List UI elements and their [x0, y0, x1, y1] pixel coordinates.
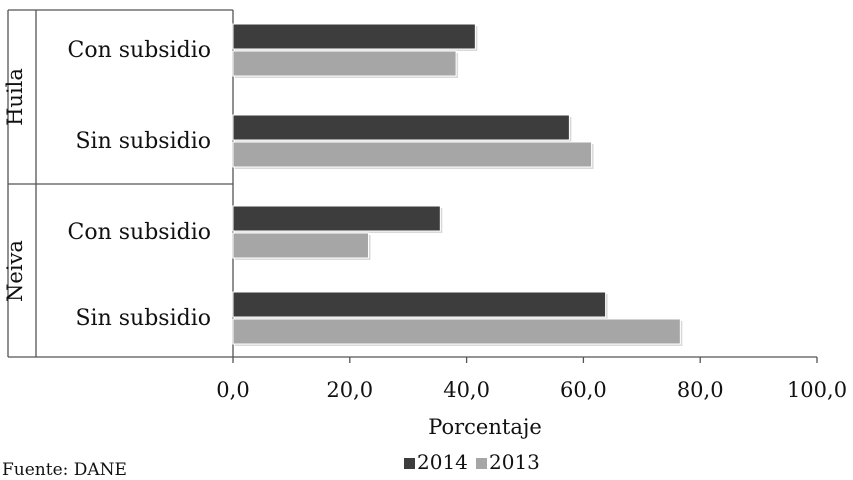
x-tick-label: 20,0	[326, 378, 373, 402]
bar-2013-huila-con-subsidio	[232, 50, 457, 77]
chart-ticks: 0,0 20,0 40,0 60,0 80,0 100,0	[216, 357, 847, 402]
legend-label-2014: 2014	[417, 450, 468, 474]
x-tick-label: 0,0	[216, 378, 249, 402]
x-tick-label: 100,0	[787, 378, 847, 402]
legend: 2014 2013	[404, 450, 540, 474]
bar-2013-huila-sin-subsidio	[232, 141, 593, 168]
x-tick-label: 40,0	[443, 378, 490, 402]
bar-2014-neiva-sin-subsidio	[232, 291, 607, 318]
bar-2014-neiva-con-subsidio	[232, 205, 441, 232]
category-label: Con subsidio	[68, 38, 211, 63]
group-label: Neiva	[3, 240, 27, 302]
bar-2014-huila-con-subsidio	[232, 23, 476, 50]
legend-label-2013: 2013	[489, 450, 540, 474]
category-label: Sin subsidio	[75, 306, 211, 331]
category-label: Con subsidio	[68, 220, 211, 245]
x-tick-label: 60,0	[560, 378, 607, 402]
bar-2013-neiva-sin-subsidio	[232, 318, 681, 345]
chart-labels: Con subsidio Sin subsidio Huila Con subsidi…	[3, 38, 211, 331]
chart-bars	[232, 23, 683, 346]
legend-swatch-2014	[404, 458, 415, 469]
category-label: Sin subsidio	[75, 129, 211, 154]
bar-2013-neiva-con-subsidio	[232, 232, 369, 259]
legend-swatch-2013	[476, 458, 487, 469]
x-axis-title: Porcentaje	[428, 415, 542, 439]
source-note: Fuente: DANE	[2, 460, 127, 480]
group-label: Huila	[3, 68, 27, 126]
bar-2014-huila-sin-subsidio	[232, 114, 570, 141]
x-tick-label: 80,0	[677, 378, 724, 402]
